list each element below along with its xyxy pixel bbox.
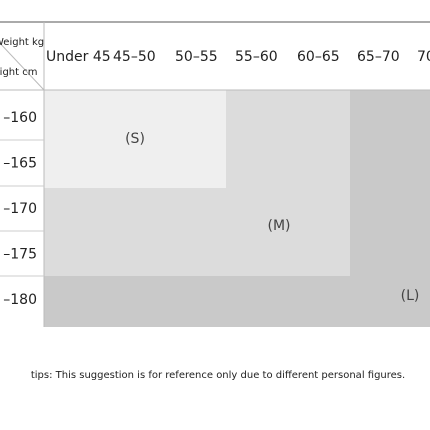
row-label: –170 xyxy=(3,201,37,217)
size-s-region xyxy=(44,90,226,188)
height-unit: Height cm xyxy=(0,67,37,78)
row-rules xyxy=(0,139,44,277)
column-header: 45–50 xyxy=(113,49,156,65)
column-header: 70–75 xyxy=(417,49,430,65)
size-label: (L) xyxy=(401,288,420,304)
row-label: –160 xyxy=(3,110,37,126)
row-label: –175 xyxy=(3,247,37,263)
column-header: 65–70 xyxy=(357,49,400,65)
corner-diagonal xyxy=(0,42,45,91)
row-label: –180 xyxy=(3,292,37,308)
size-label: (S) xyxy=(125,131,145,147)
column-header: 60–65 xyxy=(297,49,340,65)
tip-text: tips: This suggestion is for reference o… xyxy=(31,370,405,381)
weight-unit: Weight kg xyxy=(0,37,44,48)
column-header: Under 45 xyxy=(46,49,111,65)
column-header: 55–60 xyxy=(235,49,278,65)
column-header: 50–55 xyxy=(175,49,218,65)
size-label: (M) xyxy=(267,218,290,234)
row-label: –165 xyxy=(3,156,37,172)
